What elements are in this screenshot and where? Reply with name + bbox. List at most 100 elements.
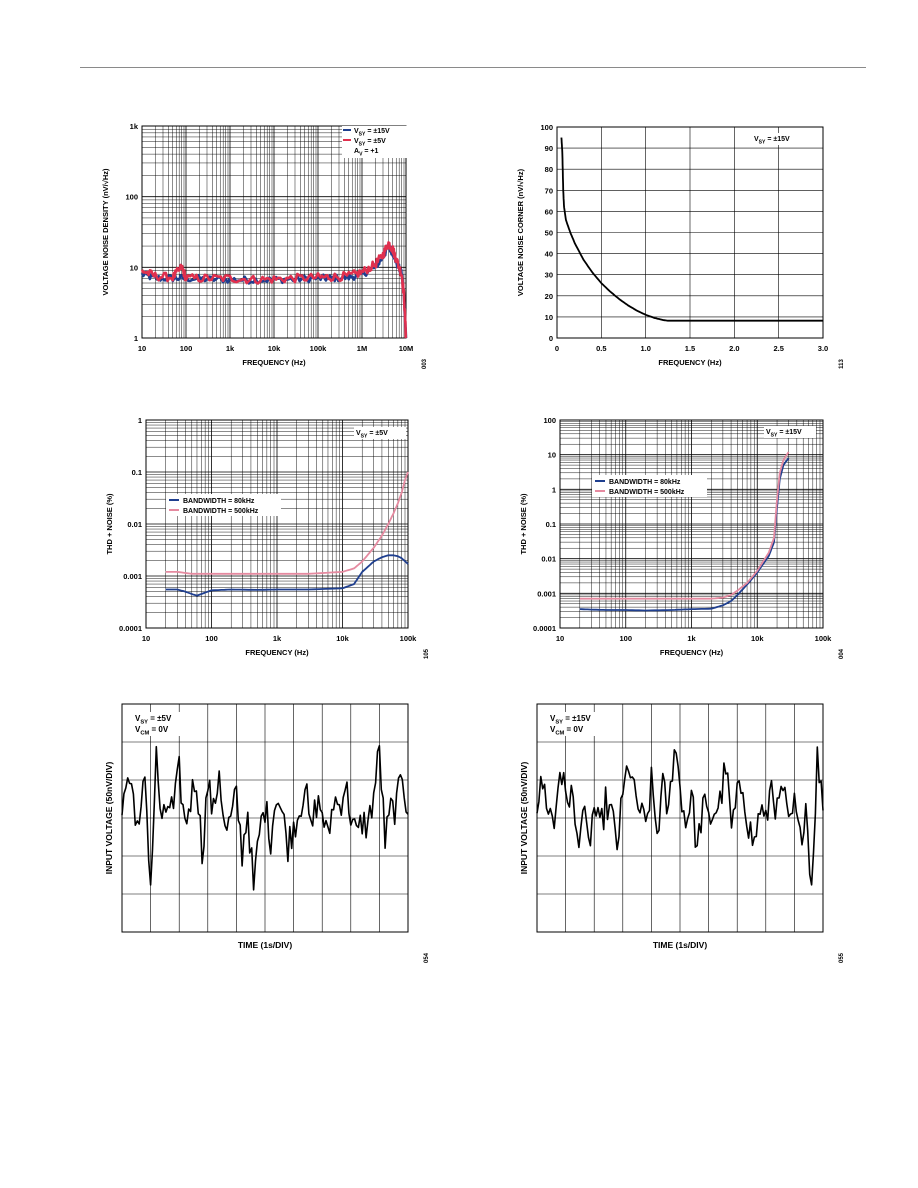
x-tick-label: 1M — [357, 344, 367, 353]
chart2-legend: VSY = ±15V — [752, 133, 808, 146]
y-tick-label: 0.001 — [123, 572, 142, 581]
legend-label: VSY = ±5V — [356, 430, 388, 440]
y-tick-label: 30 — [545, 271, 553, 280]
y-axis-label: THD + NOISE (%) — [105, 493, 114, 555]
legend-label: VCM = 0V — [135, 725, 169, 737]
x-tick-label: 10 — [138, 344, 146, 353]
legend-label: BANDWIDTH = 500kHz — [609, 489, 685, 496]
figure-id: 113 — [839, 359, 845, 369]
legend-label: VSY = ±15V — [354, 128, 390, 138]
y-tick-label: 0.1 — [132, 468, 142, 477]
chart1-grid — [142, 126, 407, 338]
legend-bg — [752, 133, 808, 145]
x-tick-label: 10k — [751, 634, 764, 643]
series-line — [121, 745, 409, 891]
x-tick-label: 1k — [226, 344, 235, 353]
legend-label: VSY = ±5V — [354, 138, 386, 148]
x-axis-label: TIME (1s/DIV) — [653, 940, 707, 950]
y-axis-label: VOLTAGE NOISE CORNER (nV/√Hz) — [516, 168, 525, 296]
chart3-grid — [146, 420, 409, 628]
y-tick-label: 0.001 — [537, 589, 556, 598]
legend-label: VSY = ±15V — [766, 429, 802, 439]
chart4: 10 100 1k 10k 100k 0.0001 0.001 0.01 0.1 1 10 100 FR… — [519, 416, 845, 659]
x-tick-label: 2.0 — [729, 344, 739, 353]
plot-frame — [536, 703, 824, 933]
y-tick-label: 100 — [125, 193, 138, 202]
y-tick-label: 60 — [545, 207, 553, 216]
chart4-grid — [560, 420, 824, 628]
legend-bg — [342, 126, 408, 158]
series-line — [579, 451, 790, 600]
x-tick-label: 100k — [310, 344, 328, 353]
x-tick-label: 100 — [180, 344, 193, 353]
figure-id: 105 — [424, 648, 430, 659]
figure-id: 004 — [839, 648, 845, 659]
y-tick-label: 20 — [545, 292, 553, 301]
x-tick-label: 2.5 — [773, 344, 783, 353]
y-tick-label: 50 — [545, 229, 553, 238]
plot-frame — [559, 419, 824, 629]
legend-label: BANDWIDTH = 80kHz — [609, 479, 681, 486]
legend-label: VSY = ±15V — [550, 714, 591, 726]
series-line — [560, 137, 823, 322]
y-tick-label: 10 — [545, 313, 553, 322]
legend-bg — [592, 475, 707, 497]
y-axis-label: VOLTAGE NOISE DENSITY (nV/√Hz) — [101, 168, 110, 296]
plot-frame — [141, 125, 407, 339]
x-axis-label: FREQUENCY (Hz) — [242, 358, 306, 367]
chart3-legend: VSY = ±5V BANDWIDTH = 80kHz BANDWIDTH = 50… — [166, 427, 406, 516]
y-tick-label: 80 — [545, 165, 553, 174]
x-tick-label: 10M — [399, 344, 414, 353]
x-tick-label: 10k — [268, 344, 281, 353]
chart5: TIME (1s/DIV) INPUT VOLTAGE (50nV/DIV) 054… — [104, 703, 430, 963]
series-line — [165, 471, 409, 575]
y-tick-label: 100 — [543, 416, 556, 425]
y-tick-label: 10 — [130, 263, 138, 272]
y-tick-label: 1 — [138, 416, 142, 425]
legend-bg — [354, 427, 406, 439]
x-tick-label: 100k — [815, 634, 833, 643]
legend-label: BANDWIDTH = 500kHz — [183, 508, 259, 515]
plot-frame — [556, 126, 824, 339]
legend-bg — [132, 712, 188, 736]
x-tick-label: 0 — [555, 344, 559, 353]
y-tick-label: 1 — [134, 334, 138, 343]
series-line — [140, 241, 408, 339]
chart2-grid — [556, 126, 824, 339]
y-tick-label: 90 — [545, 144, 553, 153]
y-tick-label: 0.0001 — [533, 624, 556, 633]
legend-label: AV = +1 — [354, 148, 378, 158]
y-tick-label: 0.1 — [546, 520, 556, 529]
x-tick-label: 1.5 — [685, 344, 695, 353]
x-tick-label: 10k — [336, 634, 349, 643]
x-axis-label: FREQUENCY (Hz) — [658, 358, 722, 367]
y-tick-label: 0.0001 — [119, 624, 142, 633]
x-tick-label: 3.0 — [818, 344, 828, 353]
legend-label: VSY = ±15V — [754, 136, 790, 146]
figure-id: 054 — [424, 952, 430, 963]
legend-bg — [547, 712, 603, 736]
y-tick-label: 0.01 — [127, 520, 142, 529]
chart6: TIME (1s/DIV) INPUT VOLTAGE (50nV/DIV) 055… — [519, 703, 845, 963]
y-axis-label: INPUT VOLTAGE (50nV/DIV) — [519, 762, 529, 875]
x-tick-label: 1.0 — [640, 344, 650, 353]
x-tick-label: 1k — [273, 634, 282, 643]
legend-bg — [166, 494, 281, 516]
figure-id: 003 — [422, 358, 428, 369]
y-tick-label: 100 — [540, 123, 553, 132]
y-tick-label: 10 — [548, 451, 556, 460]
x-tick-label: 100 — [619, 634, 632, 643]
chart2: 0 0.5 1.0 1.5 2.0 2.5 3.0 0 10 20 30 40 50 60 70 80 90 10… — [516, 123, 845, 369]
y-tick-label: 0 — [549, 334, 553, 343]
top-rule — [80, 67, 866, 68]
x-tick-label: 10 — [142, 634, 150, 643]
x-tick-label: 10 — [556, 634, 564, 643]
figure-id: 055 — [839, 952, 845, 963]
x-axis-label: FREQUENCY (Hz) — [245, 648, 309, 657]
chart6-grid — [537, 704, 823, 932]
